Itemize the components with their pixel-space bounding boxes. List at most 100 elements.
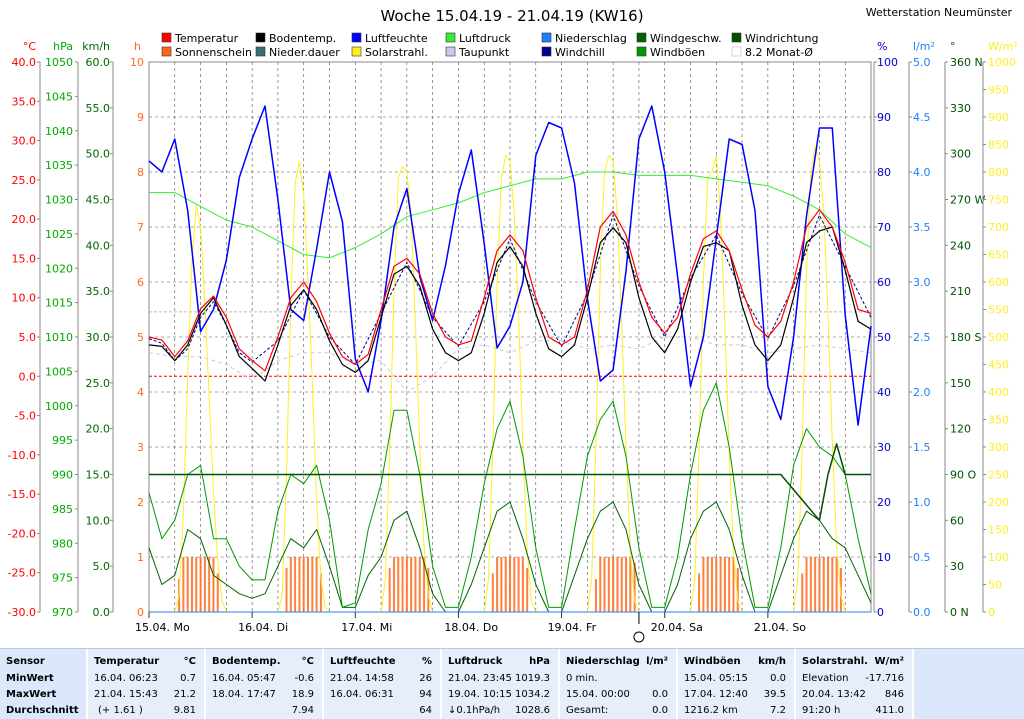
series-luftfeuchte	[148, 105, 872, 426]
wind-axis-tick-label: 15.0	[86, 469, 111, 482]
wind-axis-unit: km/h	[82, 40, 110, 53]
sunshine-bar	[633, 562, 636, 612]
stats-row-avg-label: Durchschnitt	[6, 705, 79, 716]
x-axis: 15.04. Mo 16.04. Di 17.04. Mi 18.04. Do 19.0…	[135, 612, 806, 643]
wind-axis-tick-label: 60.0	[86, 56, 111, 69]
sunshine-bar	[736, 568, 739, 612]
direction-axis-tick-label: 240	[950, 239, 971, 252]
sunshine-bar	[496, 557, 499, 612]
direction-axis-tick-label: 150	[950, 377, 971, 390]
stats-pressure-header: Luftdruck	[448, 656, 503, 667]
direction-axis-tick-label: 30	[950, 560, 964, 573]
sunshine-bar	[801, 573, 804, 612]
sun-axis-tick-label: 1	[137, 551, 144, 564]
stats-row-max-label: MaxWert	[6, 689, 57, 700]
stats-col-gusts: Windböen km/h 15.04. 05:15 0.0 17.04. 12…	[678, 649, 796, 719]
legend-label: Nieder.dauer	[269, 46, 340, 59]
series-line	[148, 209, 872, 372]
rain-axis-tick-label: 0.5	[913, 551, 931, 564]
temp-axis-tick-label: 10.0	[12, 292, 37, 305]
legend-label: Windböen	[650, 46, 705, 59]
direction-axis-tick-label: 120	[950, 423, 971, 436]
humidity-axis-tick-label: 100	[877, 56, 898, 69]
day-label: 21.04. So	[754, 621, 806, 634]
temp-axis-tick-label: 5.0	[19, 331, 37, 344]
direction-axis-tick-label: 360 N	[950, 56, 983, 69]
pressure-axis-tick-label: 975	[52, 572, 73, 585]
stats-solar-elevation-value: -17.716	[865, 673, 904, 684]
legend-swatch	[731, 32, 742, 43]
day-label: 18.04. Do	[444, 621, 498, 634]
direction-axis-tick-label: 180 S	[950, 331, 981, 344]
legend-swatch	[255, 46, 266, 57]
sunshine-bar	[405, 557, 408, 612]
stats-humidity-min-time: 21.04. 14:58	[330, 673, 394, 684]
pressure-axis-tick-label: 1040	[45, 125, 73, 138]
sun-axis-tick-label: 6	[137, 276, 144, 289]
stats-rain-duration: 0 min.	[566, 673, 598, 684]
temp-axis-tick-label: 20.0	[12, 213, 37, 226]
humidity-axis-tick-label: 20	[877, 496, 891, 509]
sunshine-bar	[414, 557, 417, 612]
rain-axis-tick-label: 2.0	[913, 386, 931, 399]
temp-axis-tick-label: 40.0	[12, 56, 37, 69]
direction-axis-tick-label: 0 N	[950, 606, 969, 619]
solar-axis-tick-label: 600	[988, 276, 1009, 289]
stats-soil-max-time: 18.04. 17:47	[212, 689, 276, 700]
legend-label: Niederschlag	[555, 32, 627, 45]
stats-solar-hours: 91:20 h	[802, 705, 841, 716]
stats-humidity-header: Luftfeuchte	[330, 656, 396, 667]
stats-col-humidity: Luftfeuchte % 21.04. 14:58 26 16.04. 06:…	[324, 649, 442, 719]
series-sonnenschein	[178, 557, 842, 612]
temp-axis-tick-label: -10.0	[8, 449, 36, 462]
direction-axis-tick-label: 330	[950, 102, 971, 115]
wind-axis-tick-label: 50.0	[86, 148, 111, 161]
sun-axis-tick-label: 7	[137, 221, 144, 234]
solar-axis-tick-label: 500	[988, 331, 1009, 344]
sunshine-bar	[513, 557, 516, 612]
sunshine-bar	[427, 568, 430, 612]
legend-swatch	[445, 32, 456, 43]
humidity-axis-tick-label: 30	[877, 441, 891, 454]
direction-axis-tick-label: 210	[950, 285, 971, 298]
sunshine-bar	[706, 557, 709, 612]
pressure-axis-tick-label: 1010	[45, 331, 73, 344]
temp-axis-unit: °C	[23, 40, 37, 53]
sunshine-bar	[822, 557, 825, 612]
stats-soil-max-value: 18.9	[291, 689, 314, 700]
sunshine-bar	[199, 557, 202, 612]
legend-swatch	[541, 46, 552, 57]
sunshine-bar	[388, 568, 391, 612]
series-windb-en	[148, 382, 872, 608]
stats-gust-max-time: 17.04. 12:40	[684, 689, 748, 700]
humidity-axis-tick-label: 80	[877, 166, 891, 179]
sunshine-bar	[418, 557, 421, 612]
stats-col-rain: Niederschlag l/m² 0 min. 15.04. 00:00 0.…	[560, 649, 678, 719]
stats-solar-unit: W/m²	[874, 656, 904, 667]
humidity-axis-unit: %	[877, 40, 887, 53]
sunshine-bar	[702, 557, 705, 612]
sunshine-bar	[728, 557, 731, 612]
sunshine-bar	[298, 557, 301, 612]
solar-axis-tick-label: 1000	[988, 56, 1016, 69]
stats-temp-avg-note: (+ 1.61 )	[98, 705, 143, 716]
sunshine-bar	[190, 557, 193, 612]
pressure-axis-tick-label: 1005	[45, 365, 73, 378]
legend-label: Windgeschw.	[650, 32, 722, 45]
rain-axis-tick-label: 2.5	[913, 331, 931, 344]
stats-soil-min-time: 16.04. 05:47	[212, 673, 276, 684]
temp-axis-tick-label: 25.0	[12, 174, 37, 187]
wind-axis-tick-label: 40.0	[86, 239, 111, 252]
solar-axis-tick-label: 50	[988, 579, 1002, 592]
legend-label: Temperatur	[174, 32, 239, 45]
sunshine-bar	[698, 573, 701, 612]
stats-gust-max-value: 39.5	[763, 689, 786, 700]
series-line	[148, 501, 872, 613]
stats-pressure-trend: ↓0.1hPa/h	[448, 705, 501, 716]
stats-gust-min-value: 0.0	[770, 673, 786, 684]
stats-humidity-unit: %	[421, 656, 432, 667]
sunshine-bar	[607, 557, 610, 612]
solar-axis-tick-label: 100	[988, 551, 1009, 564]
sunshine-bar	[401, 557, 404, 612]
sunshine-bar	[814, 557, 817, 612]
